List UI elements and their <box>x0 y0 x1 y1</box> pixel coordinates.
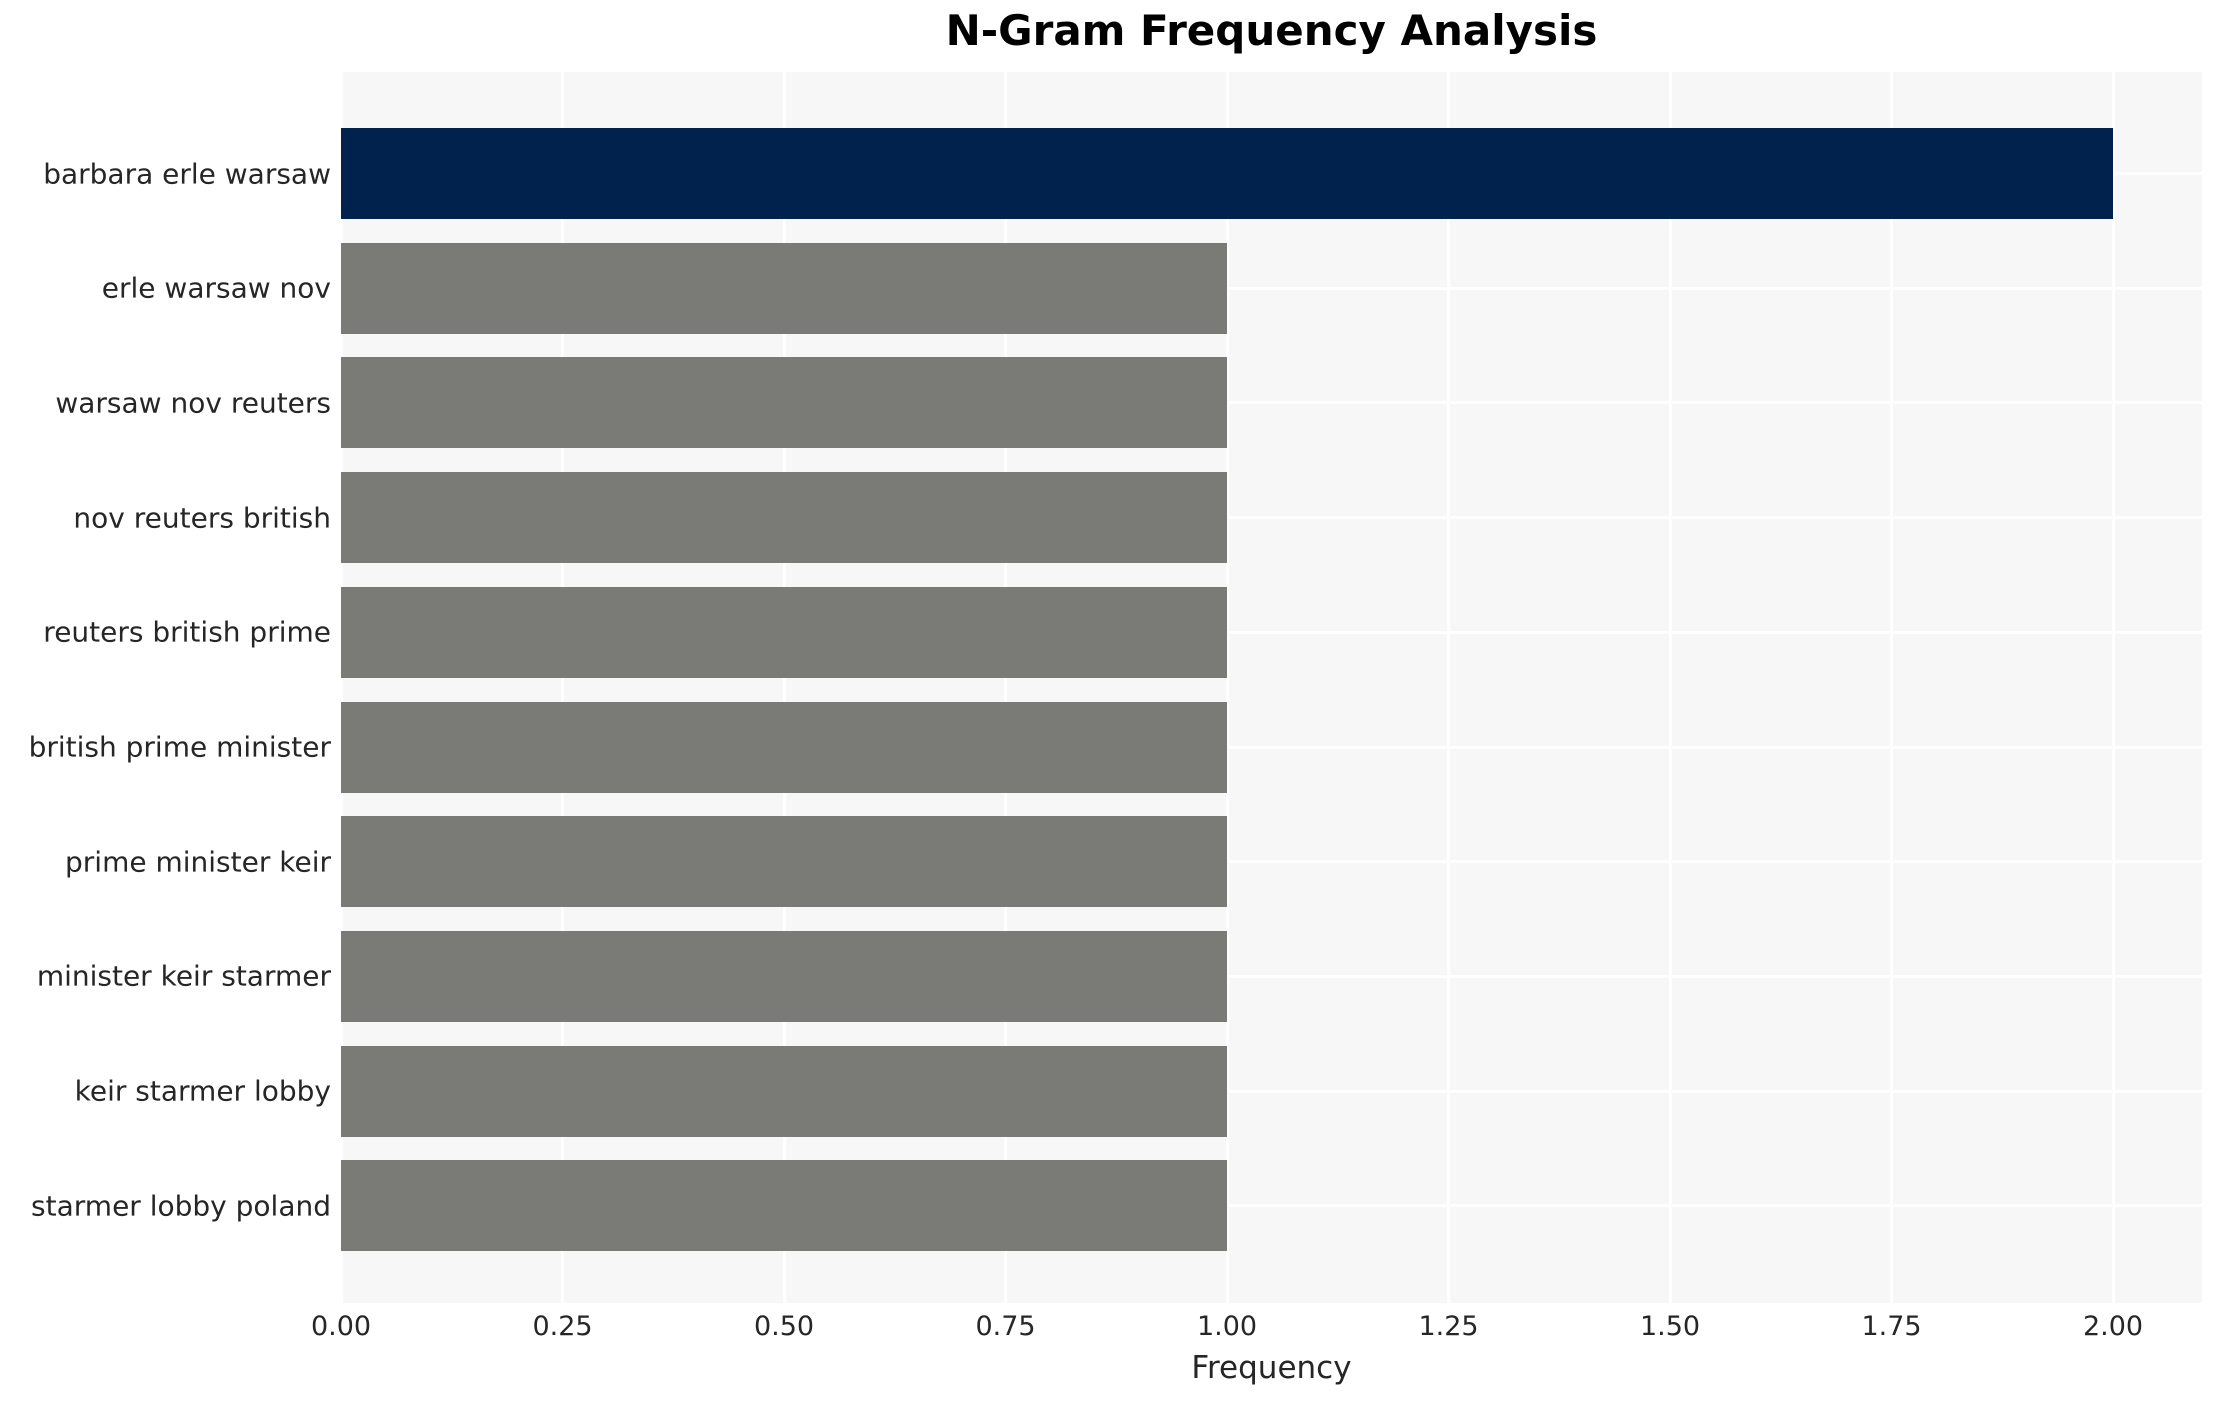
horizontal-gridline <box>341 1089 2202 1093</box>
vertical-gridline <box>782 72 786 1303</box>
vertical-gridline <box>1004 72 1007 1303</box>
y-axis-label: starmer lobby poland <box>31 1189 331 1223</box>
bar <box>341 357 1227 449</box>
vertical-gridline <box>1890 72 1893 1303</box>
y-axis-label: reuters british prime <box>43 615 331 649</box>
horizontal-gridline <box>341 286 2202 290</box>
horizontal-gridline <box>341 401 2202 405</box>
plot-area <box>339 72 2202 1303</box>
y-axis-label: prime minister keir <box>65 845 331 879</box>
bar <box>341 816 1227 908</box>
x-axis-tick-label: 0.00 <box>310 1311 372 1342</box>
vertical-gridline <box>1447 72 1450 1303</box>
x-axis-tick-label: 0.50 <box>753 1311 815 1342</box>
chart-title: N-Gram Frequency Analysis <box>945 6 1598 55</box>
bar <box>341 242 1227 334</box>
vertical-gridline <box>1668 72 1672 1303</box>
x-axis-title: Frequency <box>1191 1350 1352 1386</box>
y-axis-label: warsaw nov reuters <box>55 386 331 420</box>
x-axis-tick-label: 1.75 <box>1861 1311 1922 1342</box>
horizontal-gridline <box>341 860 2202 864</box>
bar <box>341 701 1227 793</box>
bar <box>341 472 1227 564</box>
horizontal-gridline <box>341 630 2202 634</box>
x-axis-tick-label: 2.00 <box>2082 1311 2144 1342</box>
bar <box>341 1160 1227 1252</box>
bar <box>341 1045 1227 1137</box>
x-axis-tick-label: 0.75 <box>975 1311 1036 1342</box>
x-axis-tick-label: 1.00 <box>1196 1311 1258 1342</box>
vertical-gridline <box>1225 72 1229 1303</box>
y-axis-label: nov reuters british <box>73 501 331 535</box>
horizontal-gridline <box>341 1204 2202 1208</box>
x-axis-tick-label: 0.25 <box>532 1311 593 1342</box>
vertical-gridline <box>339 72 343 1303</box>
x-axis-tick-label: 1.50 <box>1639 1311 1701 1342</box>
y-axis-label: british prime minister <box>28 730 331 764</box>
x-axis-tick-label: 1.25 <box>1418 1311 1479 1342</box>
bar <box>341 930 1227 1022</box>
vertical-gridline <box>561 72 564 1303</box>
y-axis-label: minister keir starmer <box>36 959 331 993</box>
bar <box>341 586 1227 678</box>
y-axis-label: erle warsaw nov <box>101 271 331 305</box>
horizontal-gridline <box>341 516 2202 520</box>
horizontal-gridline <box>341 974 2202 978</box>
y-axis-label: barbara erle warsaw <box>43 157 331 190</box>
horizontal-gridline <box>341 745 2202 749</box>
bar <box>341 128 2113 219</box>
vertical-gridline <box>2111 72 2115 1303</box>
y-axis-label: keir starmer lobby <box>74 1074 331 1108</box>
